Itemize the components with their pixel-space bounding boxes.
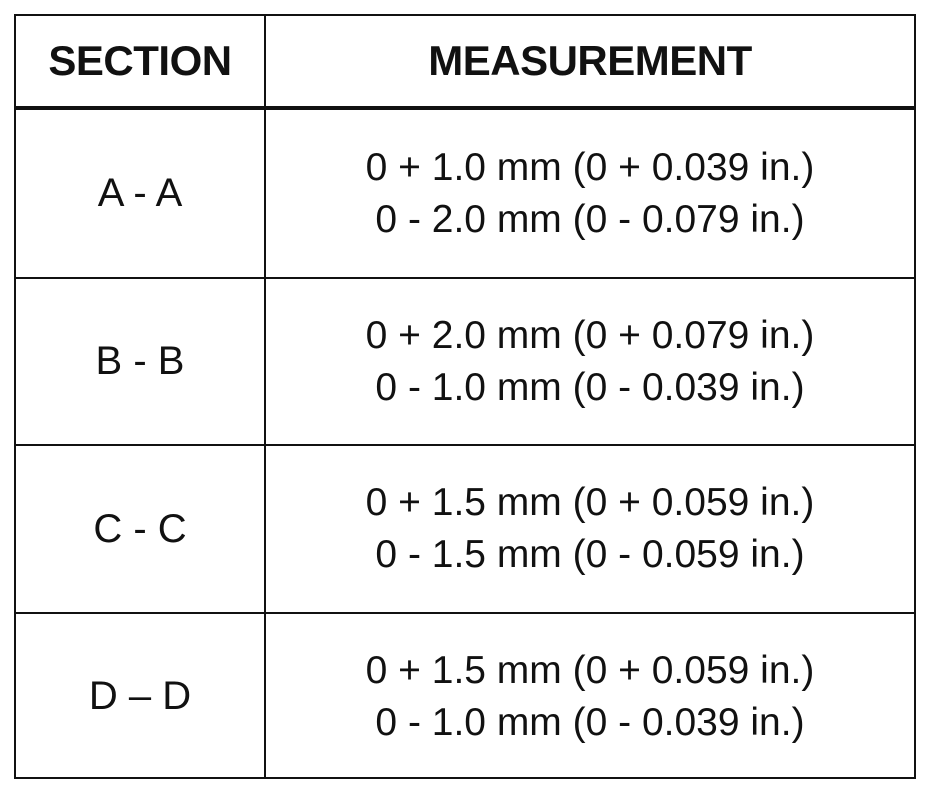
- measurement-cell: 0 + 1.5 mm (0 + 0.059 in.) 0 - 1.5 mm (0 …: [266, 446, 914, 612]
- section-cell: D – D: [16, 614, 266, 779]
- header-row: SECTION MEASUREMENT: [16, 16, 914, 110]
- header-cell: SECTION: [16, 16, 266, 106]
- measurement-line: 0 + 1.5 mm (0 + 0.059 in.): [365, 481, 815, 524]
- section-cell: C - C: [16, 446, 266, 612]
- measurement-cell: 0 + 1.5 mm (0 + 0.059 in.) 0 - 1.0 mm (0 …: [266, 614, 914, 779]
- measurement-line: 0 + 2.0 mm (0 + 0.079 in.): [365, 313, 815, 357]
- measurement-line: 0 - 1.0 mm (0 - 0.039 in.): [375, 365, 805, 409]
- table-row: C - C 0 + 1.5 mm (0 + 0.059 in.) 0 - 1.5 m…: [16, 446, 914, 614]
- measurement-line: 0 - 1.0 mm (0 - 0.039 in.): [375, 700, 805, 744]
- measurement-line: 0 + 1.0 mm (0 + 0.039 in.): [365, 145, 815, 189]
- section-cell: A - A: [16, 110, 266, 277]
- measurement-line: 0 - 1.5 mm (0 - 0.059 in.): [375, 533, 805, 576]
- measurement-line: 0 + 1.5 mm (0 + 0.059 in.): [365, 648, 815, 692]
- measurement-line: 0 - 2.0 mm (0 - 0.079 in.): [375, 197, 805, 241]
- measurement-cell: 0 + 1.0 mm (0 + 0.039 in.) 0 - 2.0 mm (0 …: [266, 110, 914, 277]
- table-row: D – D 0 + 1.5 mm (0 + 0.059 in.) 0 - 1.0 m…: [16, 614, 914, 779]
- measurement-cell: 0 + 2.0 mm (0 + 0.079 in.) 0 - 1.0 mm (0 …: [266, 279, 914, 444]
- header-cell: MEASUREMENT: [428, 37, 752, 84]
- section-cell: B - B: [16, 279, 266, 444]
- table-row: A - A 0 + 1.0 mm (0 + 0.039 in.) 0 - 2.0 m…: [16, 110, 914, 279]
- table-row: B - B 0 + 2.0 mm (0 + 0.079 in.) 0 - 1.0 m…: [16, 279, 914, 446]
